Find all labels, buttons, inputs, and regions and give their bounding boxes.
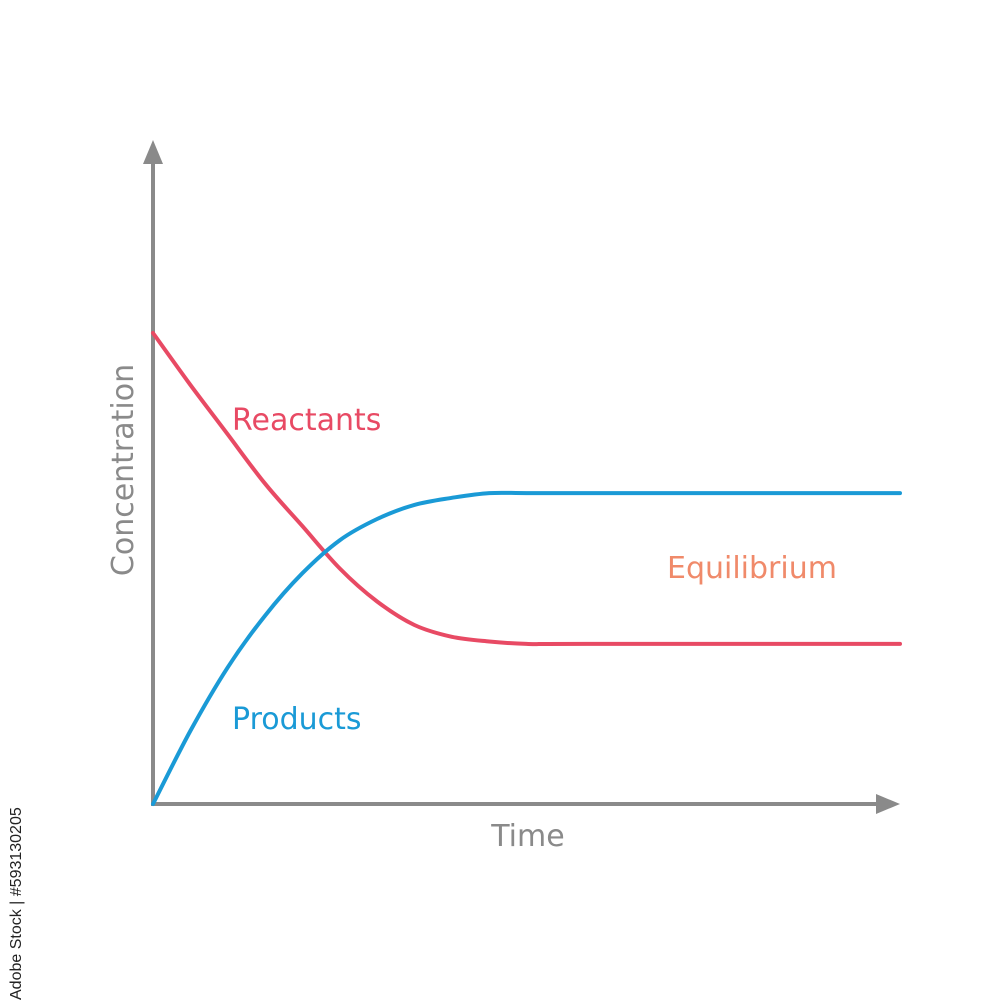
y-axis-arrowhead [143,140,163,164]
x-axis-title: Time [490,819,564,854]
reactants-series-label: Reactants [232,403,381,438]
products-series-line [151,490,902,806]
products-series-label: Products [232,702,362,737]
axes [143,140,900,814]
equilibrium-annotation: Equilibrium [667,551,837,586]
reactants-series-line [151,331,902,647]
x-axis-arrowhead [876,794,900,814]
y-axis-title: Concentration [106,364,141,576]
stock-id-watermark: Adobe Stock | #593130205 [8,807,25,1000]
